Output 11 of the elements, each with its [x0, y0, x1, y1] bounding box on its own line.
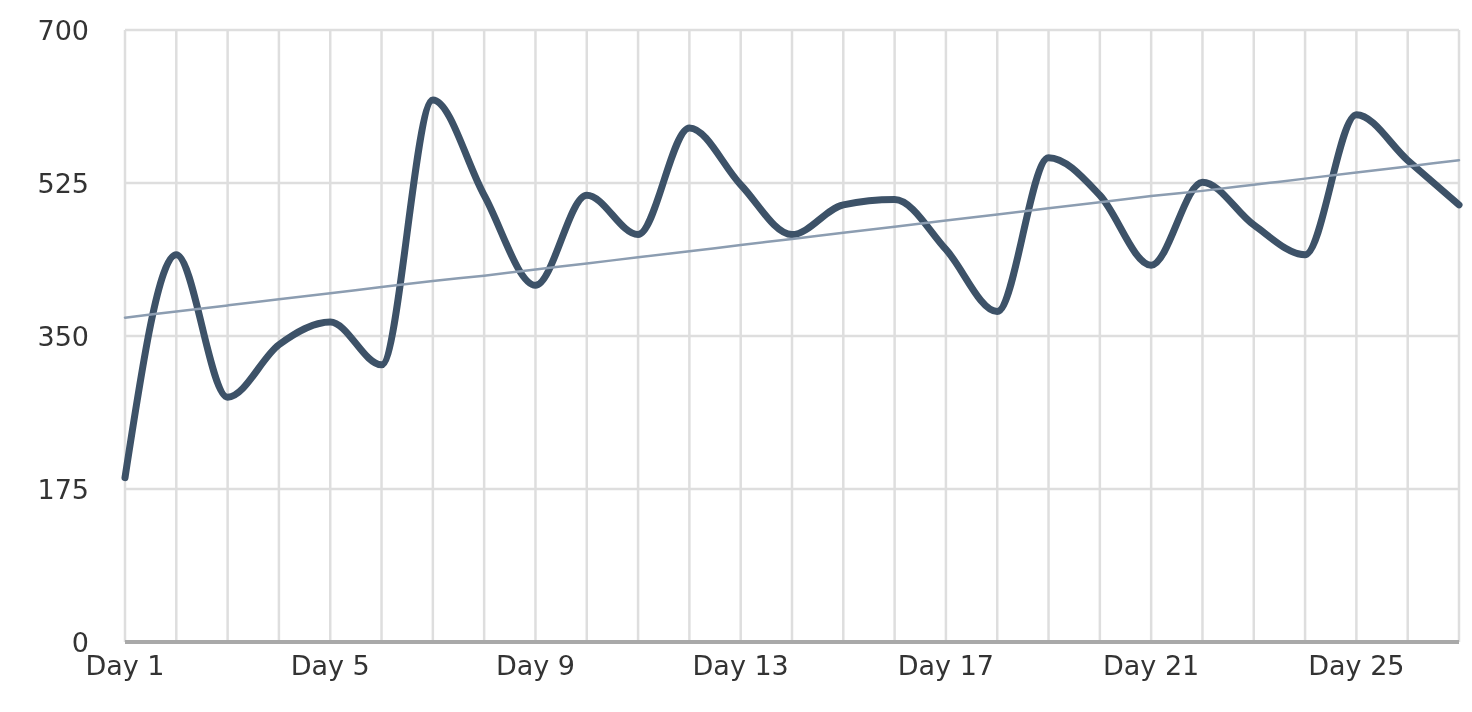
y-tick-label: 525 [37, 167, 89, 199]
x-tick-label: Day 25 [1308, 650, 1405, 682]
x-tick-label: Day 5 [290, 650, 370, 682]
y-tick-label: 175 [37, 473, 89, 505]
line-series [123, 159, 1461, 319]
y-tick-label: 350 [37, 320, 89, 352]
x-tick-label: Day 9 [495, 650, 575, 682]
y-tick-label: 700 [37, 14, 89, 46]
x-tick-label: Day 17 [897, 650, 995, 682]
x-tick-label: Day 21 [1103, 650, 1200, 682]
x-tick-label: Day 13 [692, 650, 789, 682]
